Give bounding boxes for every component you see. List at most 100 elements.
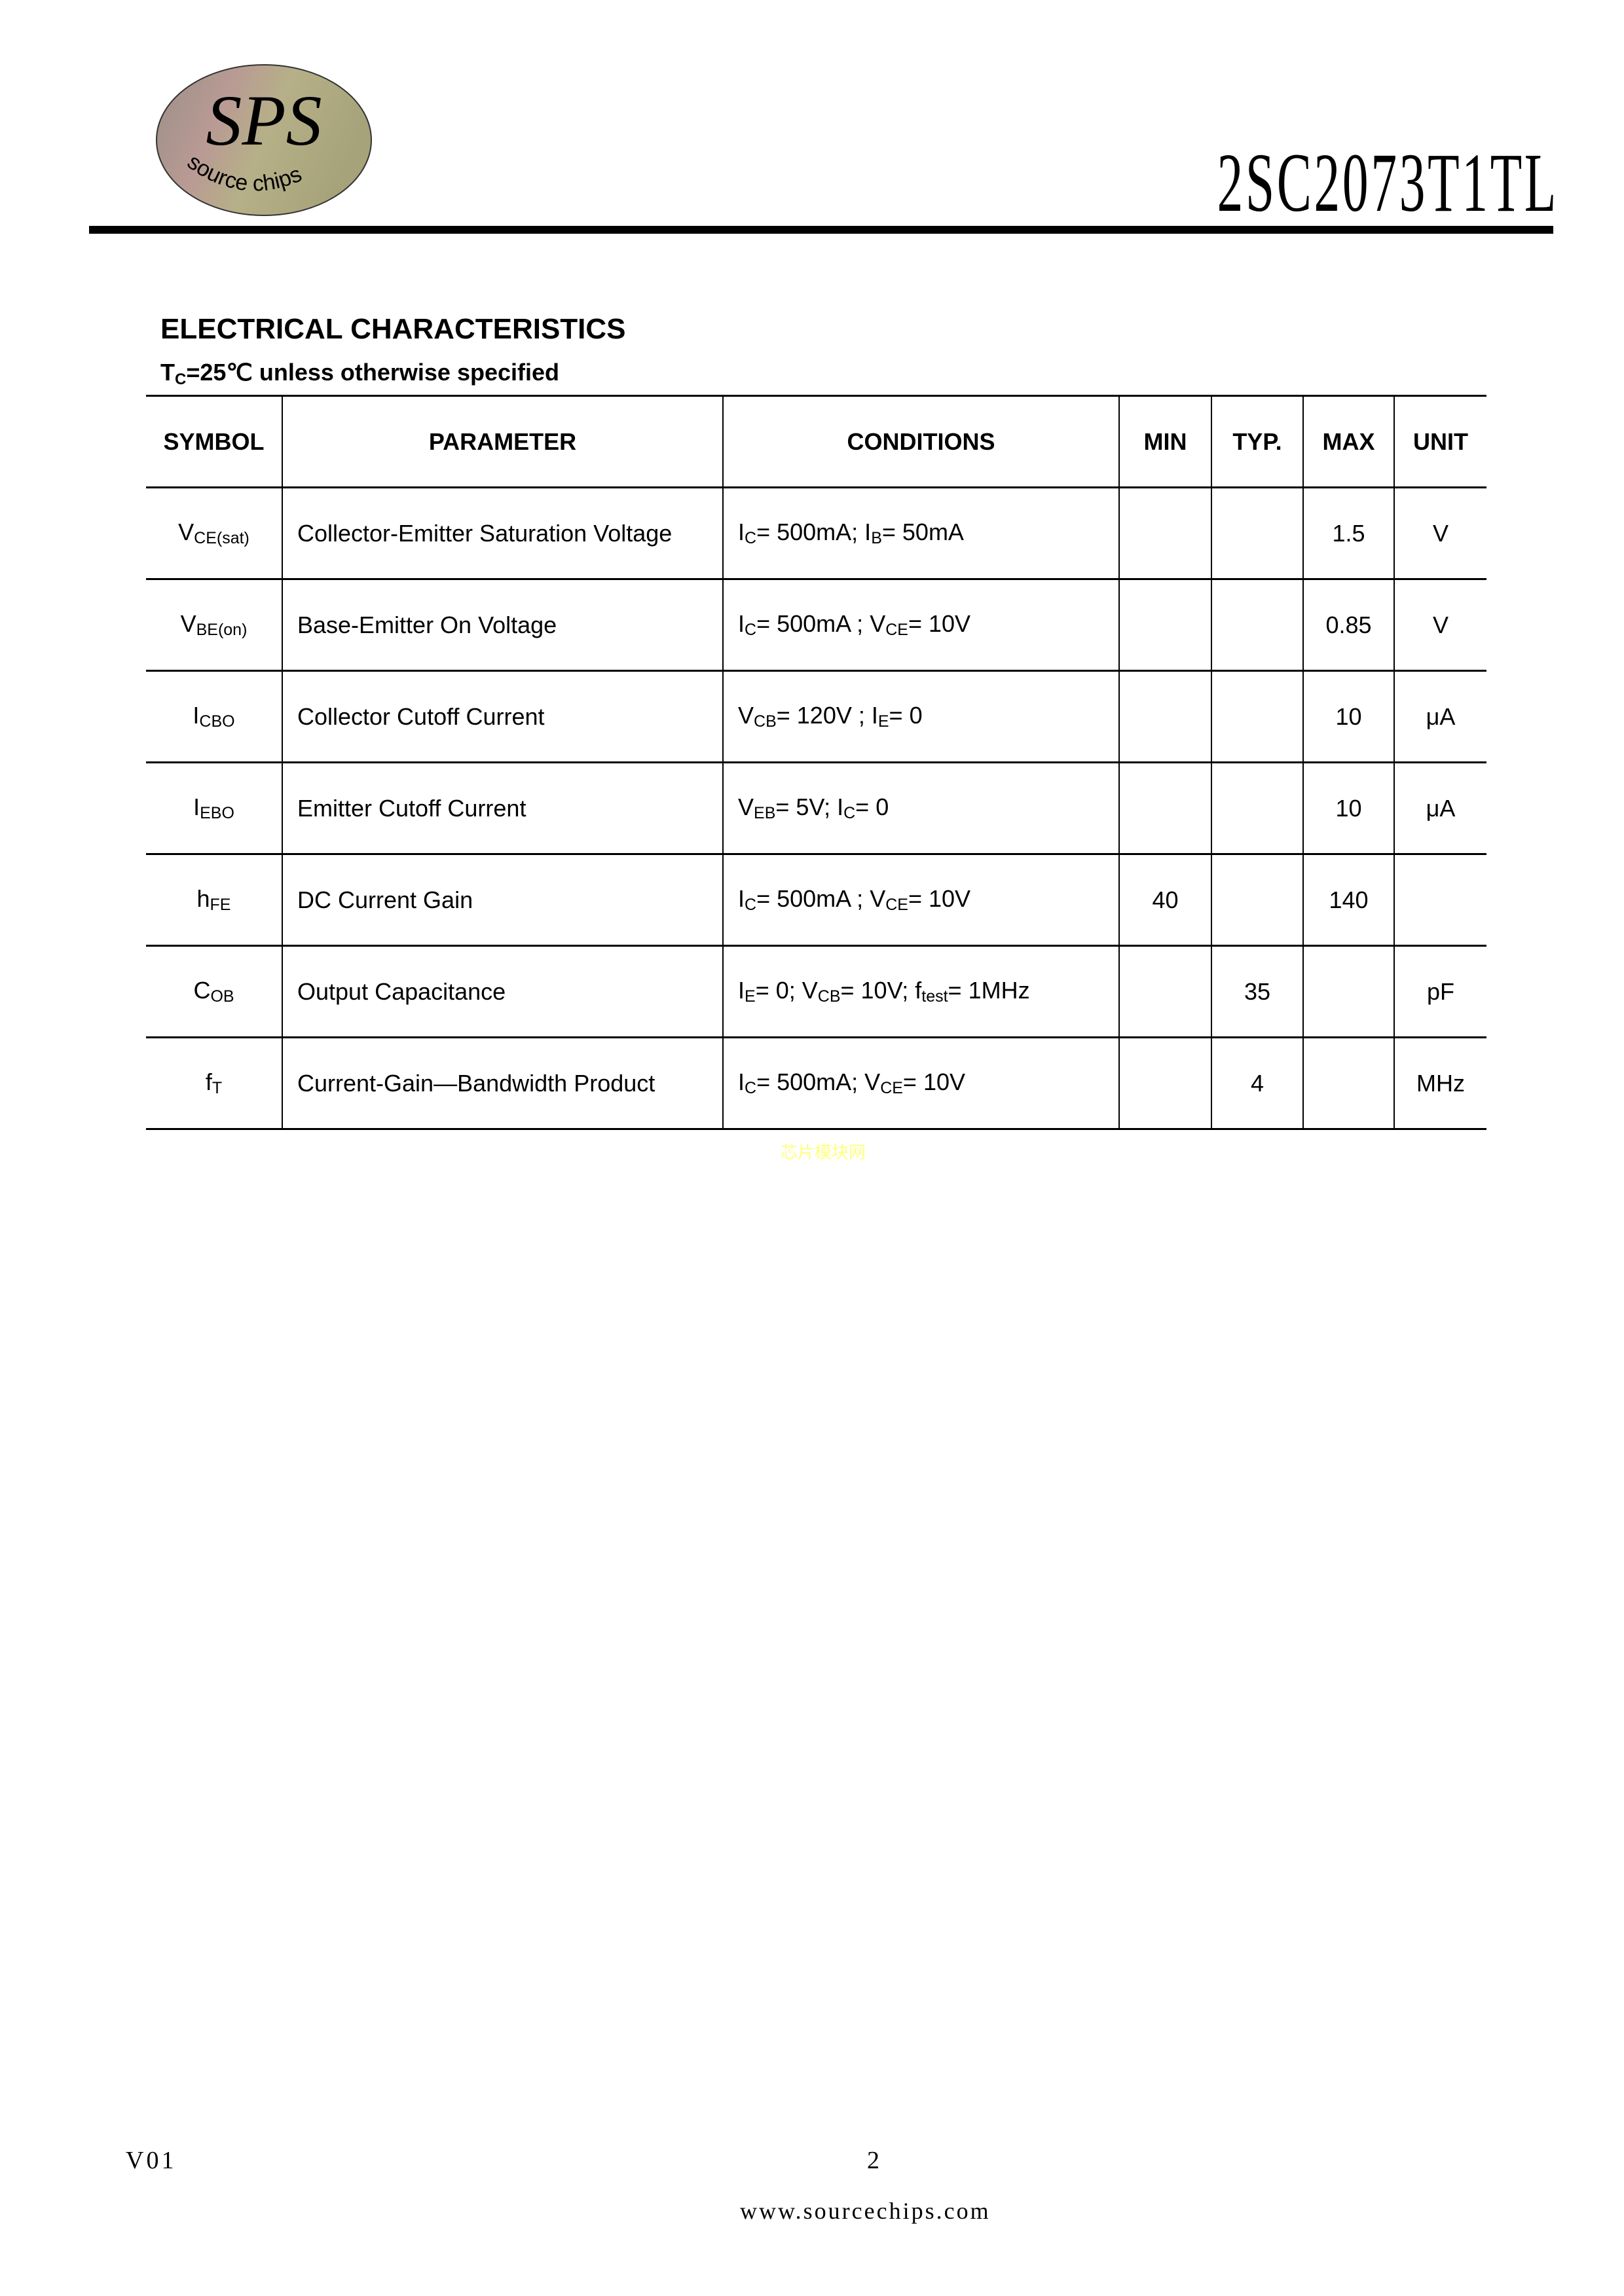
max-cell bbox=[1302, 945, 1394, 1038]
min-cell bbox=[1118, 1037, 1211, 1130]
column-header: PARAMETER bbox=[282, 395, 723, 488]
condition-subscript: C bbox=[745, 621, 757, 639]
parameter-cell: Collector Cutoff Current bbox=[282, 670, 723, 763]
typ-cell bbox=[1211, 670, 1303, 763]
condition-text: = 0; V bbox=[755, 977, 818, 1004]
electrical-characteristics-table: SYMBOL PARAMETER CONDITIONS MIN TYP. MAX UNIT … bbox=[146, 395, 1486, 1130]
symbol-base: I bbox=[193, 793, 200, 820]
condition-text: = 0 bbox=[855, 793, 889, 820]
symbol-cell: ICBO bbox=[146, 670, 282, 763]
symbol-base: h bbox=[196, 885, 210, 912]
condition-text: = 10V bbox=[902, 1068, 966, 1095]
table-header-row: SYMBOL PARAMETER CONDITIONS MIN TYP. MAX UNIT bbox=[146, 395, 1486, 488]
max-cell: 1.5 bbox=[1302, 487, 1394, 580]
symbol-cell: VCE(sat) bbox=[146, 487, 282, 580]
watermark: 芯片模块网 bbox=[781, 1142, 866, 1162]
page-number: 2 bbox=[867, 2147, 879, 2174]
part-number: 2SC2073T1TL bbox=[1217, 136, 1559, 229]
typ-cell: 4 bbox=[1211, 1037, 1303, 1130]
parameter-cell: Output Capacitance bbox=[282, 945, 723, 1038]
column-header: MAX bbox=[1302, 395, 1394, 488]
condition-text: = 50mA bbox=[881, 519, 964, 545]
condition-subscript: C bbox=[843, 804, 856, 822]
min-cell bbox=[1118, 670, 1211, 763]
condition-text: = 500mA; V bbox=[756, 1068, 881, 1095]
unit-cell: μA bbox=[1393, 762, 1486, 855]
condition-text: I bbox=[738, 977, 745, 1004]
table-row: VBE(on) Base-Emitter On Voltage IC= 500mA … bbox=[146, 579, 1486, 672]
condition-text: I bbox=[738, 1068, 745, 1095]
website-link[interactable]: www.sourcechips.com bbox=[740, 2198, 991, 2224]
condition-text: I bbox=[738, 885, 745, 912]
condition-subscript: CE bbox=[885, 896, 908, 914]
min-cell bbox=[1118, 579, 1211, 672]
unit-cell: MHz bbox=[1393, 1037, 1486, 1130]
condition-text: = 500mA ; V bbox=[756, 610, 886, 637]
parameter-cell: DC Current Gain bbox=[282, 854, 723, 947]
typ-cell bbox=[1211, 487, 1303, 580]
condition-text: V bbox=[738, 793, 754, 820]
max-cell bbox=[1302, 1037, 1394, 1130]
temp-symbol: T bbox=[160, 359, 175, 386]
column-header: TYP. bbox=[1211, 395, 1303, 488]
max-cell: 140 bbox=[1302, 854, 1394, 947]
sps-logo: SPS source chips bbox=[156, 64, 372, 216]
condition-subscript: EB bbox=[754, 804, 776, 822]
condition-subscript: E bbox=[877, 712, 889, 731]
min-cell bbox=[1118, 487, 1211, 580]
column-header: UNIT bbox=[1393, 395, 1486, 488]
condition-text: V bbox=[738, 702, 754, 729]
symbol-subscript: T bbox=[212, 1079, 223, 1097]
condition-text: I bbox=[738, 610, 745, 637]
table-row: hFE DC Current Gain IC= 500mA ; VCE= 10V 40… bbox=[146, 854, 1486, 947]
conditions-cell: VEB= 5V; IC= 0 bbox=[722, 762, 1119, 855]
symbol-cell: fT bbox=[146, 1037, 282, 1130]
symbol-base: C bbox=[193, 977, 211, 1004]
condition-text: = 0 bbox=[889, 702, 923, 729]
condition-subscript: C bbox=[745, 529, 757, 547]
unit-cell bbox=[1393, 854, 1486, 947]
section-title: ELECTRICAL CHARACTERISTICS bbox=[160, 313, 626, 345]
unit-cell: V bbox=[1393, 579, 1486, 672]
unit-cell: μA bbox=[1393, 670, 1486, 763]
symbol-cell: hFE bbox=[146, 854, 282, 947]
typ-cell bbox=[1211, 762, 1303, 855]
header-rule bbox=[89, 226, 1553, 234]
max-cell: 10 bbox=[1302, 670, 1394, 763]
condition-subscript: CE bbox=[885, 621, 908, 639]
typ-cell bbox=[1211, 579, 1303, 672]
condition-text: = 10V bbox=[908, 885, 971, 912]
condition-text: = 5V; I bbox=[775, 793, 844, 820]
version: V01 bbox=[126, 2147, 177, 2174]
condition-text: = 120V ; I bbox=[776, 702, 878, 729]
table-row: COB Output Capacitance IE= 0; VCB= 10V; ft… bbox=[146, 945, 1486, 1038]
unit-cell: V bbox=[1393, 487, 1486, 580]
column-header: CONDITIONS bbox=[722, 395, 1119, 488]
symbol-base: V bbox=[180, 610, 196, 637]
conditions-cell: IC= 500mA; VCE= 10V bbox=[722, 1037, 1119, 1130]
table-row: fT Current-Gain—Bandwidth Product IC= 500m… bbox=[146, 1037, 1486, 1130]
condition-text: = 500mA ; V bbox=[756, 885, 886, 912]
min-cell bbox=[1118, 945, 1211, 1038]
table-row: VCE(sat) Collector-Emitter Saturation Vol… bbox=[146, 487, 1486, 580]
symbol-subscript: EBO bbox=[200, 804, 234, 822]
temp-subscript: C bbox=[175, 371, 187, 388]
temp-condition: =25℃ unless otherwise specified bbox=[186, 359, 559, 386]
condition-subscript: CE bbox=[880, 1079, 903, 1097]
parameter-cell: Base-Emitter On Voltage bbox=[282, 579, 723, 672]
max-cell: 0.85 bbox=[1302, 579, 1394, 672]
symbol-subscript: BE(on) bbox=[196, 621, 248, 639]
min-cell: 40 bbox=[1118, 854, 1211, 947]
symbol-cell: VBE(on) bbox=[146, 579, 282, 672]
symbol-subscript: OB bbox=[210, 987, 234, 1006]
condition-subscript: E bbox=[745, 987, 756, 1006]
symbol-cell: COB bbox=[146, 945, 282, 1038]
condition-text: I bbox=[738, 519, 745, 545]
parameter-cell: Collector-Emitter Saturation Voltage bbox=[282, 487, 723, 580]
conditions-cell: IC= 500mA ; VCE= 10V bbox=[722, 579, 1119, 672]
symbol-subscript: CBO bbox=[199, 712, 235, 731]
conditions-cell: IC= 500mA ; VCE= 10V bbox=[722, 854, 1119, 947]
condition-subscript: B bbox=[871, 529, 882, 547]
symbol-base: V bbox=[178, 519, 194, 545]
unit-cell: pF bbox=[1393, 945, 1486, 1038]
